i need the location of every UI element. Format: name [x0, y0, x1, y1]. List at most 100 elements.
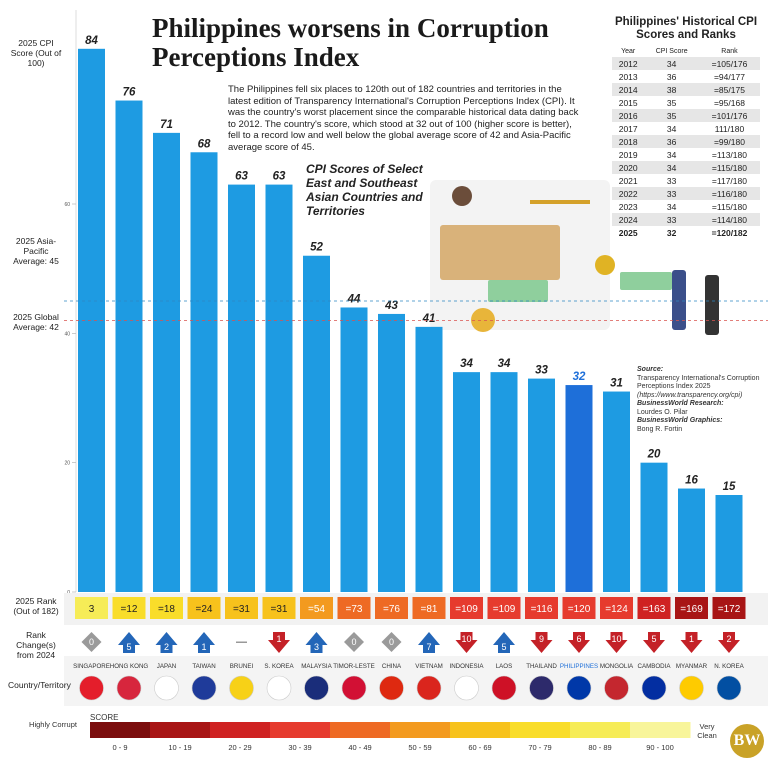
- rank-down-arrow: [268, 632, 290, 653]
- bar-value-label: 34: [498, 358, 511, 370]
- rank-value: =109: [493, 604, 516, 615]
- chart-subtitle: CPI Scores of Select East and Southeast …: [306, 162, 423, 218]
- country-flag-icon: [379, 675, 404, 701]
- legend-swatch: [90, 722, 151, 738]
- rank-value: =24: [196, 604, 213, 615]
- history-cell: =115/180: [711, 201, 747, 212]
- page-title: Philippines worsens in Corruption Percep…: [152, 13, 549, 72]
- rank-cell: [262, 597, 296, 619]
- history-cell: =99/180: [698, 135, 760, 148]
- rank-cell: [337, 597, 371, 619]
- rank-value: =163: [643, 604, 666, 615]
- country-flag-icon: [154, 675, 179, 701]
- source-url: (https://www.transparency.org/cpi): [637, 391, 743, 399]
- rank-cell: [712, 597, 746, 619]
- history-row: 2015 35 =95/168: [612, 96, 760, 109]
- history-cell: 34: [644, 57, 699, 70]
- history-cell: =94/177: [713, 71, 745, 82]
- rank-value: =54: [308, 604, 325, 615]
- judge-desk: [440, 225, 560, 280]
- rank-change-value: 5: [126, 642, 131, 652]
- suspect-figure: [705, 275, 719, 335]
- history-cell: 34: [644, 161, 699, 174]
- y-tick-label: 60: [64, 202, 70, 208]
- rank-change-value: 2: [164, 642, 169, 652]
- rank-cell: [450, 597, 483, 619]
- graphics-label: BusinessWorld Graphics:: [637, 417, 723, 424]
- country-flag-icon: [529, 675, 554, 701]
- history-cell: =117/180: [711, 175, 747, 186]
- country-name: CAMBODIA: [637, 663, 671, 670]
- change-row-label: Rank Change(s) from 2024: [16, 630, 56, 660]
- y-axis: 0204060: [64, 10, 77, 596]
- rank-change-value: 5: [501, 642, 506, 652]
- rank-change-value: 1: [276, 634, 281, 644]
- rank-same-marker: [81, 632, 102, 652]
- bar: [640, 462, 668, 592]
- rank-down-arrow: [718, 632, 740, 653]
- y-tick-label: 40: [64, 331, 70, 337]
- bar-value-label: 63: [273, 171, 286, 183]
- history-cell: 33: [644, 187, 699, 200]
- rank-up-arrow: [155, 632, 178, 653]
- bar: [340, 307, 368, 592]
- country-flag-icon: [304, 675, 329, 701]
- rank-value: =124: [605, 604, 628, 615]
- rank-same-marker: [381, 632, 402, 652]
- asia-pacific-avg-label: 2025 Asia-Pacific Average: 45: [13, 236, 59, 266]
- rank-value: =76: [383, 604, 400, 615]
- rank-value: =116: [531, 604, 553, 615]
- legend-swatch: [510, 722, 571, 738]
- history-row: 2025 32 =120/182: [612, 226, 760, 239]
- history-row: 2013 36 =94/177: [612, 70, 760, 83]
- legend-right-label: Very Clean: [697, 722, 717, 740]
- history-cell: 2016: [612, 109, 645, 122]
- bar-value-label: 43: [384, 300, 398, 312]
- history-cell: 2017: [618, 123, 638, 134]
- country-name: BRUNEI: [230, 663, 254, 670]
- rank-change-value: 10: [611, 634, 621, 644]
- country-name: JAPAN: [157, 663, 176, 670]
- country-flag-icon: [604, 675, 629, 701]
- country-flag-icon: [79, 675, 104, 701]
- rank-value: =172: [718, 604, 741, 615]
- bar-value-label: 34: [460, 358, 473, 370]
- rank-value: =31: [233, 604, 250, 615]
- history-row: 2018 36 =99/180: [612, 135, 760, 148]
- money-stack: [488, 280, 548, 302]
- rank-value: =12: [121, 604, 138, 615]
- history-cell: 2025: [618, 227, 638, 238]
- score-legend: 0 - 9 10 - 19 20 - 29 30 - 39 40 - 49 50 - 59…: [90, 722, 691, 752]
- bar: [303, 255, 330, 592]
- history-title: Philippines' Historical CPI Scores and R…: [614, 16, 758, 41]
- bar-value-label: 32: [573, 371, 586, 383]
- rank-cell: [487, 597, 521, 619]
- rank-cell: [600, 597, 633, 619]
- history-cell: 2013: [618, 71, 638, 82]
- rank-value: =169: [680, 604, 703, 615]
- country-flag-icon: [116, 675, 142, 701]
- history-cell: 32: [666, 227, 677, 238]
- history-row: 2023 34 =115/180: [612, 200, 760, 213]
- bar: [453, 372, 480, 592]
- country-flag-icon: [566, 675, 592, 701]
- rank-value: =73: [346, 604, 363, 615]
- bar: [603, 391, 630, 592]
- rank-cell: [75, 597, 108, 619]
- history-cell: 33: [666, 175, 677, 186]
- rank-row-label: 2025 Rank (Out of 182): [13, 596, 59, 616]
- history-cell: 34: [666, 201, 677, 212]
- rank-change-value: 6: [576, 634, 581, 644]
- history-cell: 33: [644, 213, 699, 226]
- scale-beam: [530, 200, 590, 204]
- legend-range-label: 70 - 79: [528, 743, 551, 752]
- legend-title: SCORE: [90, 713, 119, 722]
- history-cell: =116/180: [698, 187, 760, 200]
- rank-change-value: —: [236, 636, 247, 648]
- y-tick-label: 20: [64, 461, 70, 467]
- score-axis-label: 2025 CPI Score (Out of 100): [10, 38, 62, 68]
- rank-value: 3: [89, 604, 95, 615]
- bar: [228, 184, 255, 592]
- country-name: S. KOREA: [264, 663, 294, 670]
- source-text: Transparency International's Corruption …: [637, 374, 760, 391]
